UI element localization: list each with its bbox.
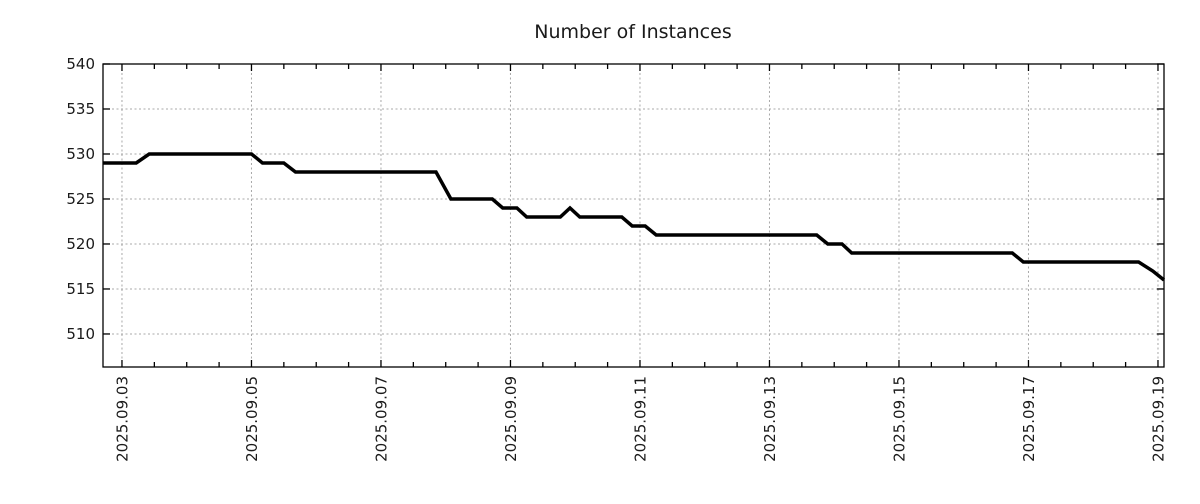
x-tick-label: 2025.09.17 xyxy=(1020,376,1038,462)
data-series xyxy=(103,152,1166,282)
tick-labels: 510 515 520 525 530 535 540 2025.09.03 2025.09.0… xyxy=(66,55,1167,462)
plot-border-rect xyxy=(102,63,1165,368)
x-tick-label: 2025.09.15 xyxy=(890,376,908,462)
plot-border xyxy=(102,63,1165,368)
x-tick-label: 2025.09.13 xyxy=(761,376,779,462)
gridlines xyxy=(103,63,1164,367)
axis-ticks xyxy=(103,63,1164,367)
y-tick-label: 525 xyxy=(66,190,95,208)
y-tick-label: 535 xyxy=(66,100,95,118)
x-tick-label: 2025.09.05 xyxy=(243,376,261,462)
x-tick-label: 2025.09.07 xyxy=(372,376,390,462)
y-tick-label: 515 xyxy=(66,280,95,298)
series-line xyxy=(103,152,1166,282)
chart-title: Number of Instances xyxy=(534,21,731,43)
y-tick-label: 510 xyxy=(66,325,95,343)
x-tick-label: 2025.09.19 xyxy=(1149,376,1167,462)
y-tick-label: 540 xyxy=(66,55,95,73)
x-tick-label: 2025.09.09 xyxy=(502,376,520,462)
y-tick-label: 530 xyxy=(66,145,95,163)
x-tick-label: 2025.09.03 xyxy=(113,376,131,462)
y-tick-label: 520 xyxy=(66,235,95,253)
x-tick-label: 2025.09.11 xyxy=(631,376,649,462)
